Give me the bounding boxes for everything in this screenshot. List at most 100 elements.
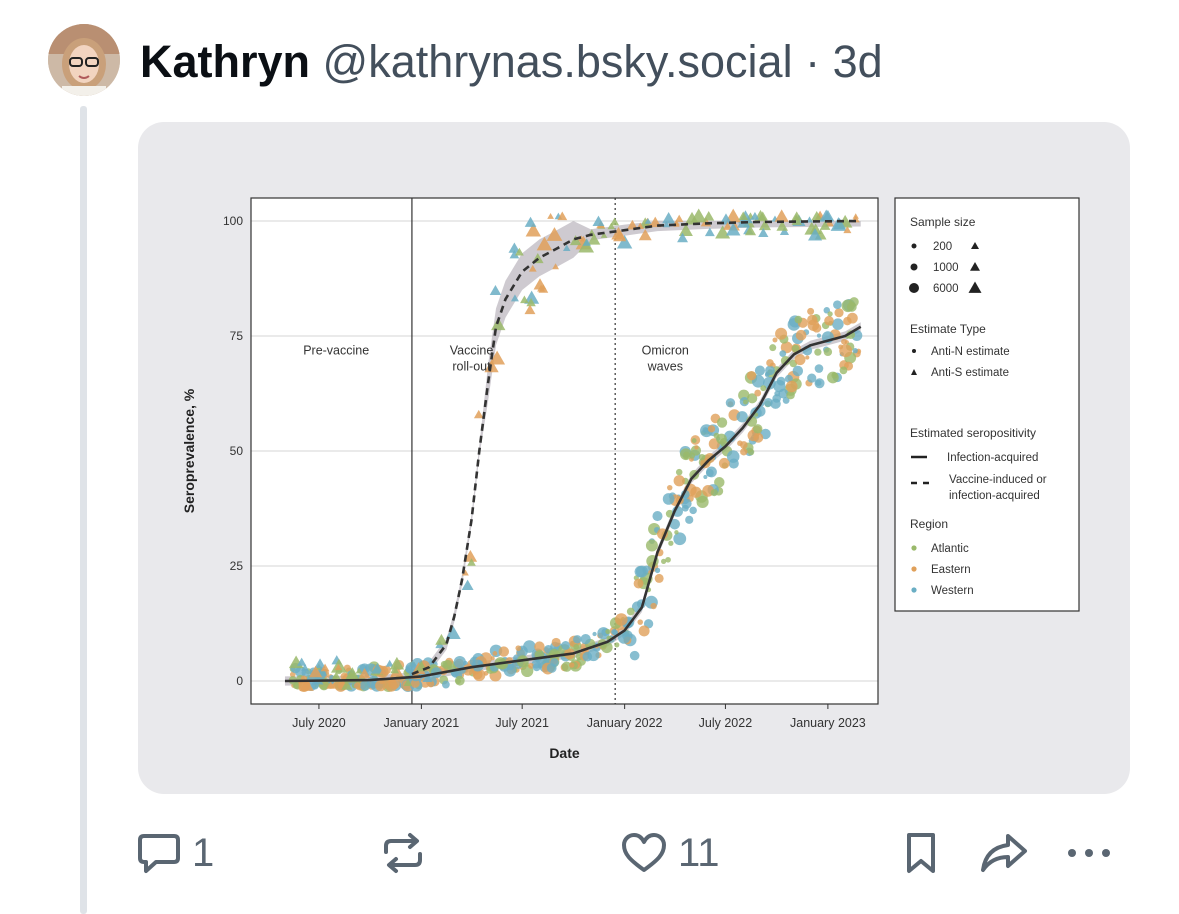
data-point (673, 475, 685, 487)
data-point (710, 489, 718, 497)
author-handle[interactable]: @kathrynas.bsky.social (322, 36, 793, 87)
data-point (750, 211, 760, 220)
data-point (379, 668, 387, 675)
data-point (525, 222, 542, 237)
data-point (600, 232, 608, 238)
data-point (644, 218, 652, 224)
data-point (297, 657, 307, 666)
data-point (834, 308, 844, 318)
data-point (782, 396, 790, 404)
data-point (557, 211, 568, 221)
data-point (375, 679, 387, 692)
data-point (805, 355, 810, 360)
more-button[interactable] (1064, 830, 1114, 876)
bookmark-icon (907, 833, 935, 873)
data-point (779, 350, 787, 358)
data-point (746, 371, 757, 381)
data-point (736, 411, 748, 423)
data-point (775, 327, 788, 340)
author-avatar[interactable] (48, 24, 120, 96)
data-point (814, 364, 824, 373)
data-point (674, 530, 679, 535)
author-name[interactable]: Kathryn (140, 36, 311, 87)
data-point (791, 344, 800, 353)
data-point (629, 650, 640, 661)
reply-count: 1 (192, 830, 215, 875)
data-point (689, 506, 697, 515)
data-point (769, 344, 777, 352)
data-point (816, 333, 822, 338)
data-point (461, 569, 469, 576)
data-point (611, 629, 617, 635)
data-point (823, 307, 831, 314)
reply-button[interactable]: 1 (136, 830, 214, 876)
data-point (514, 247, 524, 256)
data-point (301, 663, 309, 671)
data-point (510, 294, 519, 302)
post-age[interactable]: 3d (832, 36, 883, 87)
data-point (677, 232, 689, 243)
data-point (637, 619, 643, 625)
data-point (611, 226, 626, 240)
data-point (580, 634, 591, 645)
legend-circle (912, 349, 916, 353)
data-point (610, 217, 620, 226)
data-point (758, 219, 772, 231)
bookmark-button[interactable] (900, 830, 942, 876)
period-label: Omicron (642, 343, 689, 357)
data-point (552, 263, 559, 270)
data-point (807, 373, 817, 383)
data-point (758, 227, 769, 237)
data-point (694, 445, 699, 450)
thread-line (80, 106, 87, 914)
data-point (838, 344, 844, 350)
y-tick-label: 0 (236, 674, 243, 688)
data-point (652, 511, 663, 522)
share-button[interactable] (978, 830, 1030, 876)
data-point (764, 372, 770, 378)
period-label: roll-out (452, 359, 491, 373)
data-point (626, 607, 635, 616)
data-point (704, 227, 715, 237)
like-button[interactable]: 11 (620, 830, 720, 876)
data-point (665, 556, 671, 563)
legend-triangle (911, 369, 917, 375)
ellipsis-icon (1068, 849, 1110, 857)
y-tick-label: 75 (230, 329, 244, 343)
data-point (662, 211, 676, 224)
data-point (852, 348, 858, 354)
data-point (706, 466, 717, 478)
data-point (524, 304, 536, 315)
data-point (537, 663, 543, 669)
period-label: Pre-vaccine (303, 343, 369, 357)
post-image[interactable]: 0 25 50 75 100 July 2020 January 2021 July 2021… (138, 122, 1130, 794)
data-point (526, 297, 536, 307)
data-point (528, 662, 535, 669)
data-point (846, 312, 858, 324)
data-point (662, 221, 670, 228)
legend-title: Region (910, 517, 948, 531)
repost-button[interactable] (380, 830, 426, 876)
plot-frame (250, 197, 879, 705)
data-point (675, 468, 683, 476)
data-point (534, 641, 545, 652)
legend-label: Western (931, 585, 974, 597)
data-point (814, 348, 822, 356)
data-point (786, 390, 795, 400)
data-point (520, 295, 529, 304)
data-point (661, 558, 667, 564)
data-point (819, 220, 831, 230)
data-point (744, 225, 757, 236)
data-point (626, 219, 638, 230)
series-line (284, 325, 862, 683)
legend-triangle (968, 281, 982, 293)
legend-title: Estimated seropositivity (910, 426, 1036, 440)
legend-title: Estimate Type (910, 322, 986, 336)
data-point (547, 213, 554, 219)
speech-bubble-icon (138, 834, 180, 873)
data-point (607, 222, 616, 230)
data-point (633, 578, 644, 589)
data-point (780, 356, 791, 366)
like-count: 11 (678, 830, 720, 875)
data-point (551, 637, 561, 647)
